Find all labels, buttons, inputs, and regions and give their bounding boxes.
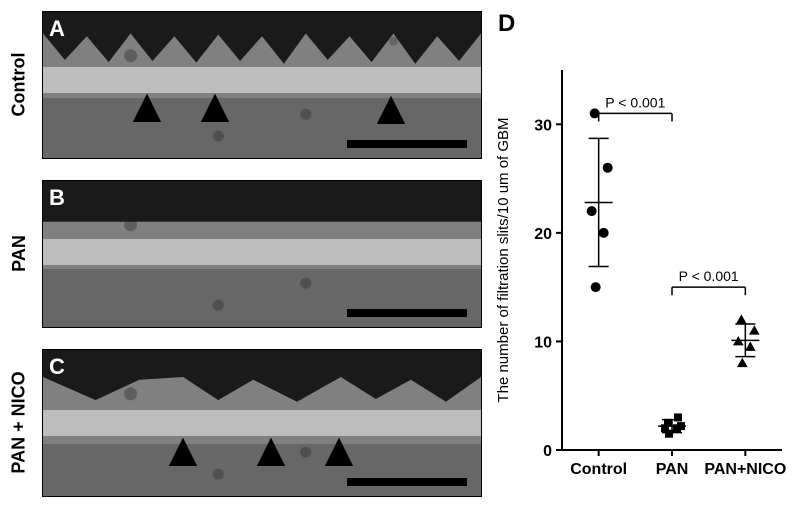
panel-c-micrograph: C	[42, 349, 482, 497]
data-point	[674, 413, 682, 421]
arrowhead-white-icon	[259, 442, 283, 466]
arrowhead-white-icon	[379, 100, 403, 124]
data-point	[749, 325, 760, 334]
y-axis-label: The number of filtration slits/10 um of …	[495, 117, 512, 402]
arrowhead-yellow-icon	[171, 442, 195, 466]
x-tick-label: PAN	[656, 461, 689, 478]
arrowhead-yellow-icon	[327, 442, 351, 466]
figure-container: Control A PAN B	[0, 0, 798, 507]
panel-b-lower	[43, 269, 481, 327]
panel-b-micrograph: B	[42, 180, 482, 328]
scatter-chart: 0 10 20 30 The number of filtration slits/10…	[490, 20, 798, 507]
x-tick-label: PAN+NICO	[704, 461, 786, 478]
pvalue-label: P < 0.001	[679, 268, 739, 284]
panel-c-side-label: PAN + NICO	[0, 338, 38, 507]
chart-panel: D 0102030The number of filtration slits/…	[490, 0, 798, 507]
panel-a-side-label-text: Control	[9, 53, 30, 117]
y-tick-label: 0	[543, 443, 552, 460]
panel-a-letter: A	[49, 16, 65, 42]
panel-c-side-label-text: PAN + NICO	[9, 371, 30, 473]
arrowhead-white-icon	[135, 98, 159, 122]
panel-a: Control A	[0, 0, 490, 169]
x-tick-label: Control	[570, 461, 627, 478]
panel-c-gbm	[43, 410, 481, 436]
data-point	[599, 228, 609, 238]
data-point	[737, 358, 748, 367]
y-tick-label: 10	[534, 334, 552, 351]
data-point	[591, 282, 601, 292]
data-point	[587, 206, 597, 216]
panel-a-scalebar	[347, 140, 467, 148]
y-tick-label: 20	[534, 226, 552, 243]
micrograph-panels: Control A PAN B	[0, 0, 490, 507]
data-point	[677, 422, 685, 430]
panel-b-side-label-text: PAN	[8, 235, 29, 272]
data-point	[736, 314, 747, 323]
panel-a-gbm	[43, 67, 481, 93]
panel-b-scalebar	[347, 309, 467, 317]
data-point	[745, 342, 756, 351]
panel-b-letter: B	[49, 185, 65, 211]
pvalue-label: P < 0.001	[605, 94, 665, 110]
panel-b-side-label: PAN	[0, 169, 38, 338]
y-tick-label: 30	[534, 117, 552, 134]
panel-a-side-label: Control	[0, 0, 38, 169]
arrowhead-white-icon	[203, 98, 227, 122]
panel-c-letter: C	[49, 354, 65, 380]
panel-b-gbm	[43, 239, 481, 265]
panel-b: PAN B	[0, 169, 490, 338]
panel-a-micrograph: A	[42, 11, 482, 159]
data-point	[664, 419, 672, 427]
panel-c-scalebar	[347, 478, 467, 486]
data-point	[603, 163, 613, 173]
panel-a-lower	[43, 98, 481, 158]
panel-c: PAN + NICO C	[0, 338, 490, 507]
